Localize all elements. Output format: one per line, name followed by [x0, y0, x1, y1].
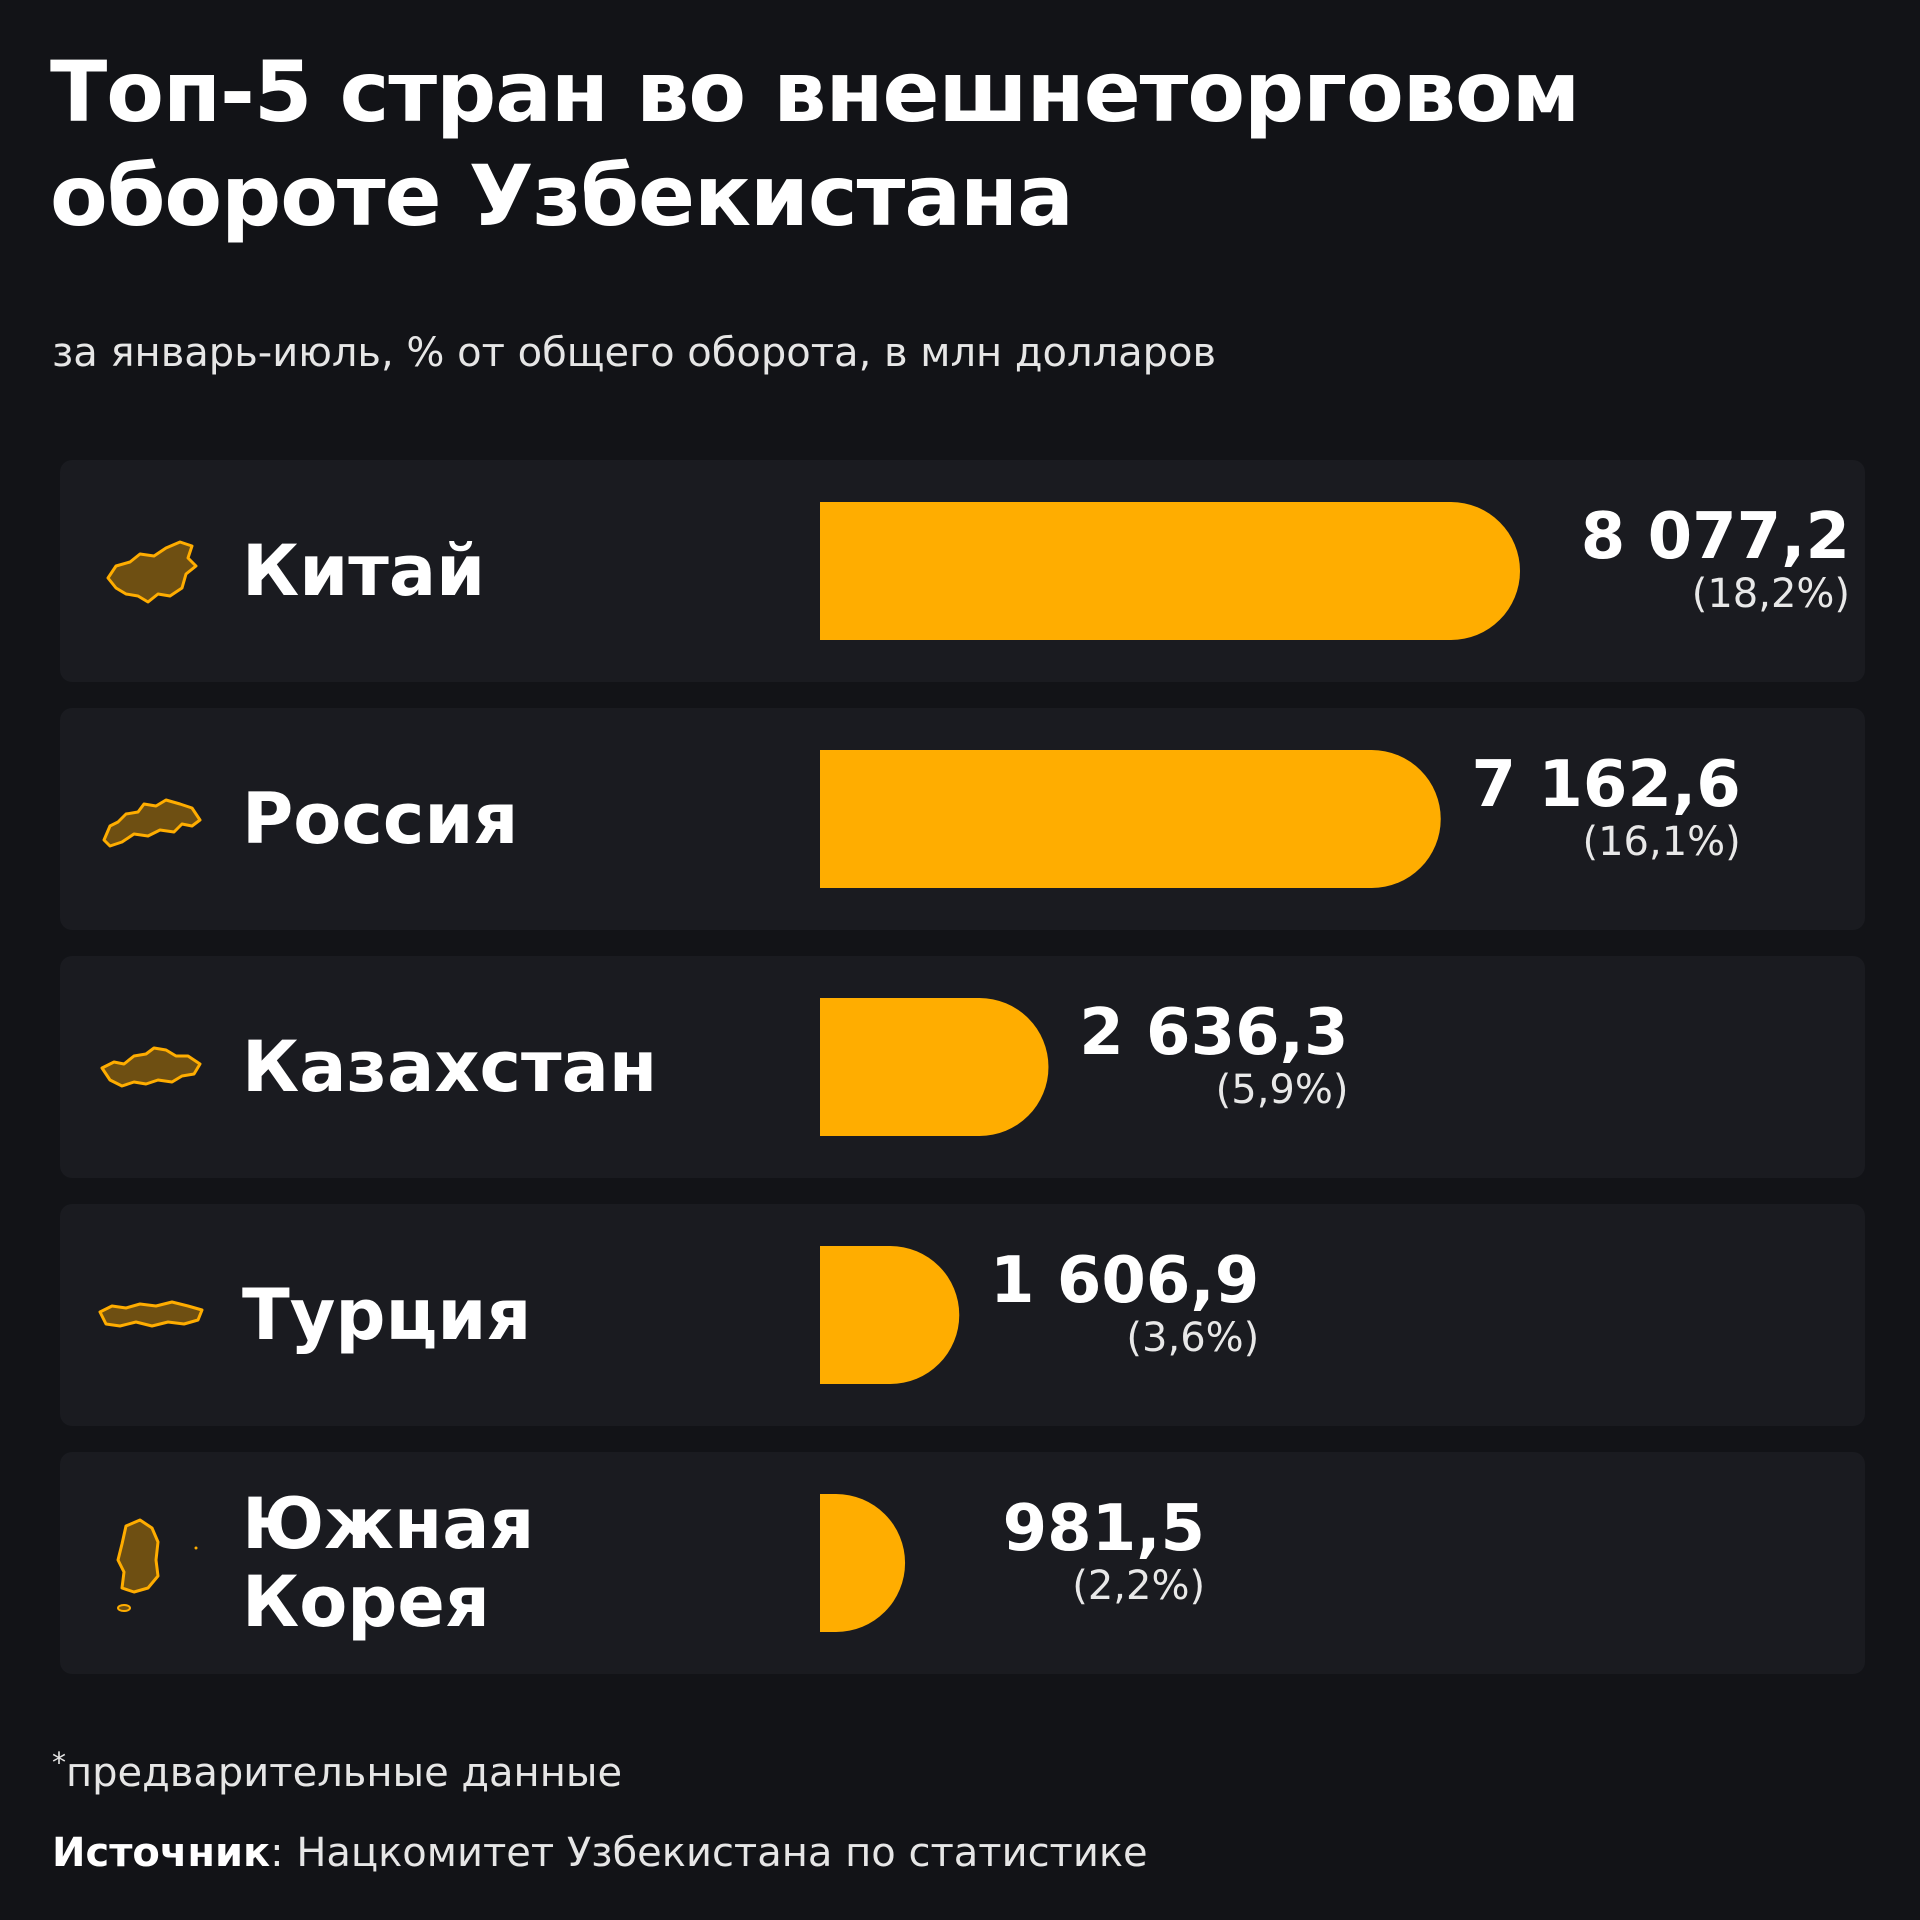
china-map-icon [106, 540, 198, 604]
footnote: *предварительные данные [52, 1746, 623, 1796]
bar [820, 1246, 960, 1384]
footnote-mark: * [52, 1746, 66, 1779]
bar-row: Россия 7 162,6 (16,1%) [60, 708, 1865, 930]
source-note: Источник: Нацкомитет Узбекистана по стат… [52, 1830, 1148, 1876]
bar-chart: Китай 8 077,2 (18,2%) Россия 7 162,6 (16,1… [60, 460, 1865, 1700]
russia-map-icon [102, 798, 202, 848]
south-korea-map-icon [116, 1518, 198, 1612]
source-text: : Нацкомитет Узбекистана по статистике [270, 1830, 1148, 1876]
bar-row: Китай 8 077,2 (18,2%) [60, 460, 1865, 682]
bar [820, 750, 1441, 888]
bar-area [820, 502, 1520, 640]
share-label: (3,6%) [1126, 1315, 1260, 1361]
value-number: 7 162,6 [1471, 748, 1741, 822]
bar [820, 998, 1049, 1136]
value-label: 1 606,9 (3,6%) [990, 1246, 1259, 1360]
bar-row: Казахстан 2 636,3 (5,9%) [60, 956, 1865, 1178]
turkey-map-icon [98, 1300, 204, 1328]
source-label: Источник [52, 1830, 271, 1876]
bar [820, 1494, 906, 1632]
share-label: (2,2%) [1072, 1563, 1206, 1609]
footnote-text: предварительные данные [66, 1750, 623, 1796]
country-label: Турция [242, 1274, 532, 1356]
bar-area [820, 1494, 906, 1632]
bar [820, 502, 1520, 640]
value-label: 8 077,2 (18,2%) [1581, 502, 1850, 616]
bar-area [820, 1246, 960, 1384]
bar-row: Южная Корея 981,5 (2,2%) [60, 1452, 1865, 1674]
chart-title: Топ-5 стран во внешнеторговом обороте Уз… [50, 43, 1580, 245]
share-label: (5,9%) [1215, 1067, 1349, 1113]
value-label: 2 636,3 (5,9%) [1079, 998, 1348, 1112]
country-label: Россия [242, 778, 519, 860]
bar-area [820, 998, 1049, 1136]
value-number: 2 636,3 [1079, 996, 1349, 1070]
value-number: 8 077,2 [1580, 500, 1850, 574]
bar-area [820, 750, 1441, 888]
value-number: 981,5 [1002, 1492, 1206, 1566]
country-label: Китай [242, 530, 486, 612]
share-label: (16,1%) [1582, 819, 1741, 865]
chart-subtitle: за январь-июль, % от общего оборота, в м… [52, 330, 1217, 376]
kazakhstan-map-icon [100, 1046, 202, 1088]
country-label: Южная Корея [242, 1483, 535, 1643]
country-label: Казахстан [242, 1026, 658, 1108]
value-label: 981,5 (2,2%) [1003, 1494, 1205, 1608]
share-label: (18,2%) [1691, 571, 1850, 617]
value-number: 1 606,9 [990, 1244, 1260, 1318]
bar-row: Турция 1 606,9 (3,6%) [60, 1204, 1865, 1426]
value-label: 7 162,6 (16,1%) [1472, 750, 1741, 864]
